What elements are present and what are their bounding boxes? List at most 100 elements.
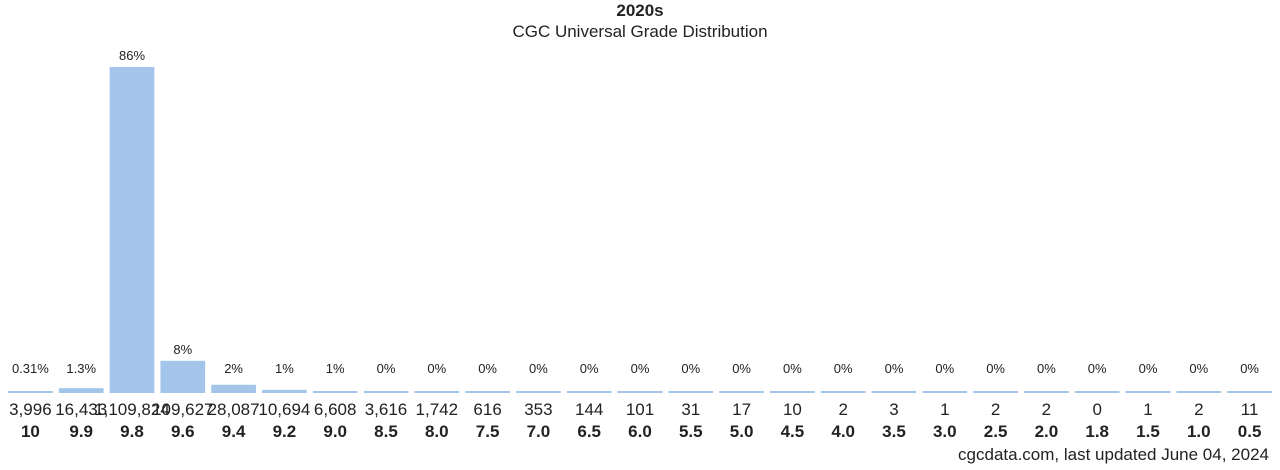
count-label: 0 [1092,400,1101,419]
grade-tick-label: 9.0 [323,422,347,440]
grade-tick-label: 6.5 [577,422,601,440]
bar [1227,391,1272,393]
bar [516,391,561,393]
percent-label: 0% [427,361,446,376]
grade-tick-label: 3.0 [933,422,957,440]
grade-tick-label: 9.8 [120,422,144,440]
bar [922,391,968,393]
count-label: 10 [783,400,802,419]
grade-tick-label: 9.6 [171,422,195,440]
count-label: 2 [991,400,1000,419]
bar [363,391,409,393]
bar [1024,391,1069,393]
grade-tick-label: 10 [21,422,40,440]
bar [262,389,307,393]
bar [668,391,714,393]
bar [160,360,206,393]
percent-label: 0% [580,361,599,376]
count-label: 109,627 [152,400,213,419]
percent-label: 0% [377,361,396,376]
count-label: 11 [1241,400,1259,419]
count-label: 144 [575,400,603,419]
bar [58,388,104,393]
grade-tick-label: 7.5 [476,422,500,440]
percent-label: 0% [783,361,802,376]
count-label: 2 [838,400,847,419]
count-label: 31 [681,400,700,419]
grade-tick-label: 6.0 [628,422,652,440]
count-label: 17 [732,400,751,419]
bar [1176,391,1222,393]
percent-label: 8% [173,342,192,357]
bar [617,391,663,393]
count-label: 6,608 [314,400,357,419]
percent-label: 0% [478,361,497,376]
count-label: 616 [473,400,501,419]
count-label: 3,616 [365,400,408,419]
chart-subtitle: CGC Universal Grade Distribution [512,22,768,41]
grade-tick-label: 1.5 [1136,422,1160,440]
percent-label: 0% [681,361,700,376]
percent-label: 0% [631,361,650,376]
bar [566,391,612,393]
grade-tick-label: 7.0 [527,422,551,440]
bar [109,67,155,393]
count-label: 16,433 [55,400,107,419]
bar [465,391,510,393]
footer-credit: cgcdata.com, last updated June 04, 2024 [958,445,1269,464]
percent-label: 0% [1139,361,1158,376]
percent-label: 2% [224,361,243,376]
count-label: 101 [626,400,654,419]
count-label: 1 [940,400,949,419]
percent-label: 1% [326,361,345,376]
bar [8,391,53,393]
percent-label: 0% [1240,361,1259,376]
count-label: 3,996 [9,400,52,419]
bar [312,391,358,393]
grade-tick-label: 4.0 [831,422,855,440]
bar [719,391,764,393]
count-label: 1 [1143,400,1152,419]
count-label: 2 [1042,400,1051,419]
grade-tick-label: 5.5 [679,422,703,440]
percent-label: 1% [275,361,294,376]
percent-label: 0% [834,361,853,376]
grade-tick-label: 8.5 [374,422,398,440]
bar [770,391,815,393]
grade-tick-label: 2.0 [1035,422,1059,440]
grade-tick-label: 4.5 [781,422,805,440]
grade-tick-label: 2.5 [984,422,1008,440]
percent-label: 86% [119,48,145,63]
count-label: 28,087 [208,400,260,419]
bar [1074,391,1120,393]
percent-label: 0% [1189,361,1208,376]
bar [820,391,866,393]
grade-tick-label: 9.2 [273,422,297,440]
grade-tick-label: 8.0 [425,422,449,440]
bar-chart: 0.31%3,996101.3%16,4339.986%1,109,8249.8… [8,48,1272,440]
percent-label: 0% [1088,361,1107,376]
grade-tick-label: 3.5 [882,422,906,440]
percent-label: 1.3% [66,361,96,376]
percent-label: 0% [1037,361,1056,376]
grade-tick-label: 1.0 [1187,422,1211,440]
count-label: 1,742 [416,400,459,419]
bar [973,391,1018,393]
count-label: 10,694 [258,400,310,419]
grade-tick-label: 9.9 [69,422,93,440]
count-label: 1,109,824 [94,400,170,419]
chart-title: 2020s [616,1,664,20]
percent-label: 0% [935,361,954,376]
grade-tick-label: 0.5 [1238,422,1262,440]
bar [211,384,256,393]
bar [1125,391,1171,393]
grade-tick-label: 1.8 [1085,422,1109,440]
percent-label: 0.31% [12,361,49,376]
bar [871,391,917,393]
percent-label: 0% [986,361,1005,376]
grade-tick-label: 5.0 [730,422,754,440]
count-label: 2 [1194,400,1203,419]
bar [414,391,460,393]
count-label: 3 [889,400,898,419]
grade-tick-label: 9.4 [222,422,246,440]
